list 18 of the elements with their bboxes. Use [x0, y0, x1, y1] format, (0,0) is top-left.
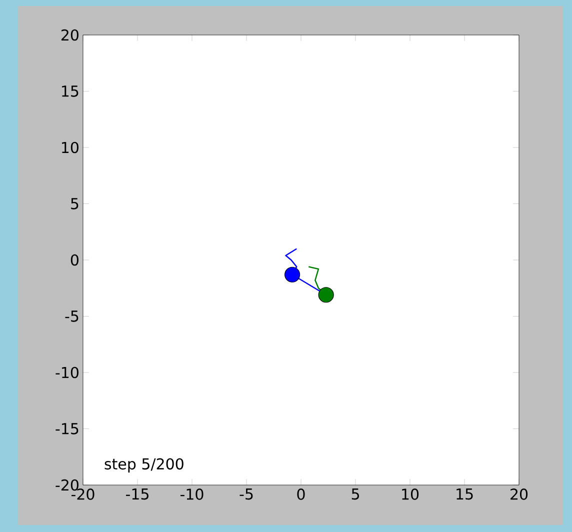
y-tick-label: 10 — [62, 142, 78, 154]
y-tick-label: 15 — [62, 86, 78, 97]
x-tick-label: -10 — [180, 488, 204, 500]
x-tick-label: -5 — [240, 488, 253, 500]
y-tick-label: -20 — [56, 479, 78, 491]
x-tick-label: 15 — [456, 488, 473, 500]
x-tick-label: 20 — [510, 488, 528, 500]
x-tick-label: 0 — [297, 488, 305, 500]
y-tick-label: -5 — [65, 310, 78, 322]
y-tick-label: 20 — [61, 29, 78, 41]
x-tick-label: 5 — [352, 488, 359, 500]
x-tick-label: 10 — [402, 488, 419, 500]
y-tick-label: -10 — [56, 366, 78, 378]
annotation: step 5/200 — [104, 458, 184, 472]
y-tick-label: 0 — [70, 254, 78, 266]
x-tick-label: -15 — [126, 488, 148, 500]
y-tick-label: -15 — [56, 423, 78, 434]
y-tick-label: 5 — [71, 198, 78, 210]
